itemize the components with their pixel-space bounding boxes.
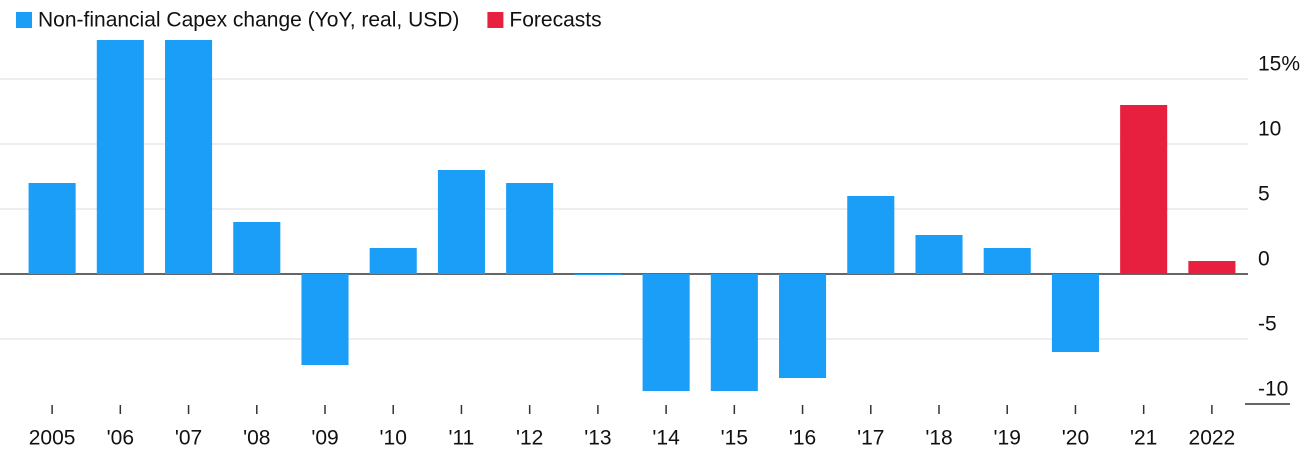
x-tick-label: '12: [516, 427, 543, 450]
x-tick-label: '06: [107, 427, 134, 450]
bar: [301, 274, 349, 365]
legend-label: Forecasts: [509, 9, 601, 32]
bar: [642, 274, 690, 391]
bar: [915, 235, 963, 274]
y-tick-label: 15%: [1258, 53, 1300, 76]
legend-swatch: [16, 12, 32, 28]
y-tick-label: -10: [1258, 378, 1288, 401]
x-tick-label: '10: [380, 427, 407, 450]
bar: [233, 222, 281, 274]
bar: [710, 274, 758, 391]
y-tick-label: -5: [1258, 313, 1277, 336]
bar: [779, 274, 827, 378]
legend-label: Non-financial Capex change (YoY, real, U…: [38, 9, 459, 32]
x-tick-label: '07: [175, 427, 202, 450]
x-tick-label: '14: [652, 427, 680, 450]
bar: [1051, 274, 1099, 352]
x-tick-label: '13: [584, 427, 611, 450]
x-tick-label: '15: [721, 427, 748, 450]
x-tick-label: '09: [311, 427, 338, 450]
x-tick-label: '11: [449, 427, 475, 450]
bar: [847, 196, 895, 274]
bar: [506, 183, 554, 274]
y-tick-label: 10: [1258, 118, 1281, 141]
x-tick-label: 2022: [1189, 427, 1236, 450]
y-tick-label: 0: [1258, 248, 1270, 271]
x-tick-label: '21: [1130, 427, 1157, 450]
x-tick-label: '20: [1062, 427, 1089, 450]
bar: [369, 248, 417, 274]
y-tick-label: 5: [1258, 183, 1270, 206]
bar: [983, 248, 1031, 274]
bar: [96, 40, 144, 274]
bar: [437, 170, 485, 274]
x-tick-label: '19: [994, 427, 1021, 450]
bar: [1188, 261, 1236, 274]
x-tick-label: '08: [243, 427, 270, 450]
bar: [165, 40, 213, 274]
bar: [28, 183, 76, 274]
x-tick-label: '17: [857, 427, 884, 450]
x-tick-label: '18: [925, 427, 952, 450]
x-tick-label: 2005: [29, 427, 76, 450]
bar: [574, 274, 622, 275]
x-tick-label: '16: [789, 427, 816, 450]
bar: [1120, 105, 1168, 274]
legend-swatch: [487, 12, 504, 28]
